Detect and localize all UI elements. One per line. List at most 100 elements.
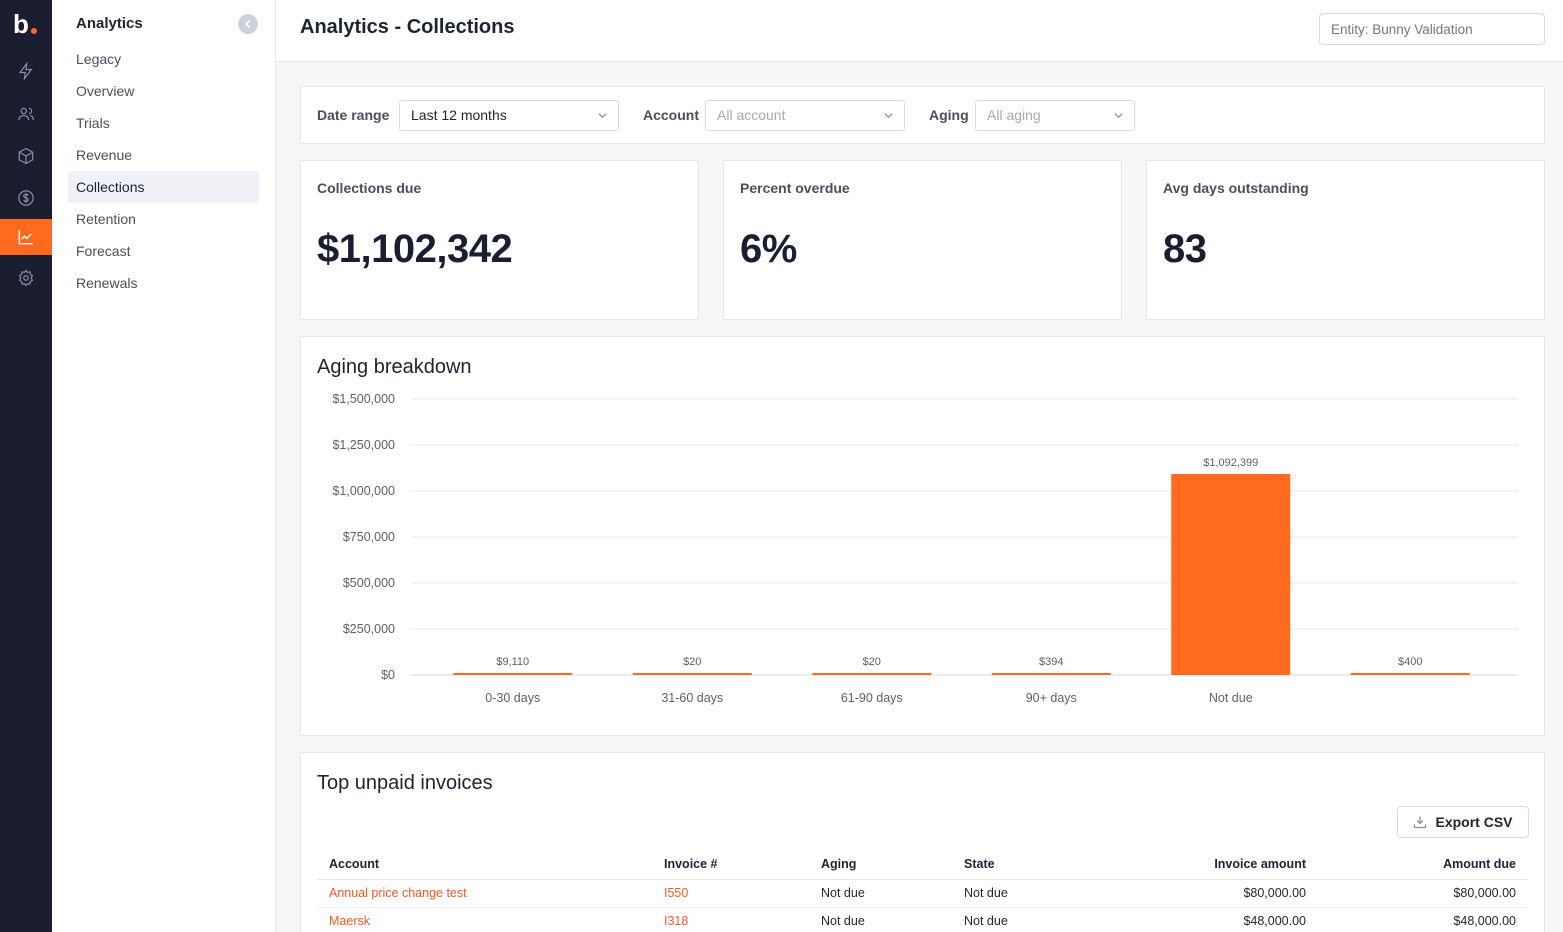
top-unpaid-invoices-card: Top unpaid invoices Export CSV Account I… — [300, 752, 1545, 932]
amount-due-cell: $48,000.00 — [1318, 907, 1528, 932]
filters-bar: Date range Last 12 months Account All ac… — [300, 86, 1545, 144]
data-label: $9,110 — [496, 656, 529, 668]
kpi-avg-days-outstanding: Avg days outstanding 83 — [1146, 160, 1545, 320]
settings-icon[interactable] — [0, 260, 52, 296]
x-tick-label: 0-30 days — [485, 691, 540, 705]
sidebar-item-legacy[interactable]: Legacy — [76, 51, 122, 67]
export-csv-label: Export CSV — [1435, 814, 1513, 830]
account-placeholder: All account — [717, 107, 786, 123]
amount-due-cell: $80,000.00 — [1318, 879, 1528, 908]
y-tick-label: $0 — [381, 668, 395, 682]
data-label: $20 — [863, 656, 881, 668]
kpi-label: Collections due — [317, 180, 422, 196]
account-link[interactable]: Annual price change test — [329, 886, 467, 900]
kpi-percent-overdue: Percent overdue 6% — [723, 160, 1122, 320]
sidebar-item-collections[interactable]: Collections — [68, 171, 259, 203]
box-icon[interactable] — [0, 138, 52, 174]
aging-breakdown-card: Aging breakdown $0 $250,000 $500,000 $750,0… — [300, 336, 1545, 736]
main-content: Analytics - Collections Date range Last … — [276, 0, 1563, 932]
state-cell: Not due — [952, 879, 1112, 908]
chevron-down-icon — [1114, 113, 1123, 119]
sidebar-item-revenue[interactable]: Revenue — [76, 147, 133, 163]
x-tick-label: 31-60 days — [661, 691, 723, 705]
aging-breakdown-chart: $0 $250,000 $500,000 $750,000 $1,000,000 $1,2… — [332, 392, 1518, 705]
kpi-value: 6% — [740, 227, 797, 271]
y-tick-label: $1,000,000 — [332, 484, 395, 498]
aging-placeholder: All aging — [987, 107, 1041, 123]
aging-select[interactable]: All aging — [975, 100, 1135, 131]
kpi-value: $1,102,342 — [317, 227, 513, 271]
invoice-link[interactable]: I550 — [664, 886, 689, 900]
data-label: $1,092,399 — [1203, 457, 1258, 469]
data-label: $400 — [1398, 656, 1422, 668]
svg-text:b: b — [13, 10, 29, 38]
table-title: Top unpaid invoices — [317, 772, 493, 794]
x-tick-label: 90+ days — [1026, 691, 1077, 705]
state-cell: Not due — [952, 907, 1112, 932]
download-icon — [1414, 816, 1427, 829]
chevron-down-icon — [598, 113, 607, 119]
sidebar-item-retention[interactable]: Retention — [76, 211, 136, 227]
bar — [453, 673, 573, 675]
kpi-value: 83 — [1163, 227, 1207, 271]
sidebar-item-renewals[interactable]: Renewals — [76, 275, 138, 291]
bar — [1350, 673, 1470, 675]
aging-label: Aging — [929, 107, 969, 123]
date-range-label: Date range — [317, 107, 390, 123]
entity-input[interactable] — [1319, 13, 1545, 45]
y-tick-label: $500,000 — [343, 576, 395, 590]
chart-title: Aging breakdown — [317, 356, 472, 378]
date-range-value: Last 12 months — [411, 107, 507, 123]
invoice-amount-cell: $48,000.00 — [1112, 907, 1318, 932]
y-tick-label: $750,000 — [343, 530, 395, 544]
y-tick-label: $1,250,000 — [332, 438, 395, 452]
users-icon[interactable] — [0, 96, 52, 132]
date-range-select[interactable]: Last 12 months — [399, 100, 619, 131]
account-link[interactable]: Maersk — [329, 914, 370, 928]
aging-cell: Not due — [809, 907, 952, 932]
bunny-logo[interactable]: b — [13, 10, 41, 38]
data-label: $394 — [1039, 656, 1063, 668]
kpi-label: Percent overdue — [740, 180, 850, 196]
bolt-icon[interactable] — [0, 53, 52, 89]
aging-cell: Not due — [809, 879, 952, 908]
column-header-state[interactable]: State — [952, 849, 1112, 880]
collapse-sidebar-button[interactable] — [238, 14, 258, 34]
x-tick-label: 61-90 days — [841, 691, 903, 705]
dollar-icon[interactable] — [0, 180, 52, 216]
analytics-sidebar: Analytics Legacy Overview Trials Revenue… — [52, 0, 276, 932]
y-tick-label: $1,500,000 — [332, 392, 395, 406]
invoices-table: Account Invoice # Aging State Invoice am… — [317, 849, 1528, 932]
sidebar-item-forecast[interactable]: Forecast — [76, 243, 131, 259]
column-header-invoice-amount[interactable]: Invoice amount — [1112, 849, 1318, 880]
column-header-invoice[interactable]: Invoice # — [652, 849, 809, 880]
table-header-row: Account Invoice # Aging State Invoice am… — [317, 849, 1528, 880]
data-label: $20 — [683, 656, 701, 668]
x-tick-label: Not due — [1209, 691, 1253, 705]
table-row: Maersk I318 Not due Not due $48,000.00 $… — [317, 907, 1528, 932]
chevron-down-icon — [884, 113, 893, 119]
sidebar-item-trials[interactable]: Trials — [76, 115, 110, 131]
chart-icon[interactable] — [0, 219, 52, 255]
account-label: Account — [643, 107, 699, 123]
kpi-collections-due: Collections due $1,102,342 — [300, 160, 699, 320]
export-csv-button[interactable]: Export CSV — [1397, 806, 1529, 838]
bar — [991, 673, 1111, 675]
invoice-link[interactable]: I318 — [664, 914, 689, 928]
chevron-left-icon — [244, 19, 251, 29]
sidebar-title: Analytics — [76, 15, 143, 32]
y-tick-label: $250,000 — [343, 622, 395, 636]
bar — [1171, 473, 1291, 675]
page-title: Analytics - Collections — [300, 16, 515, 38]
top-bar: Analytics - Collections — [276, 0, 1563, 62]
column-header-account[interactable]: Account — [317, 849, 652, 880]
icon-rail: b — [0, 0, 52, 932]
kpi-label: Avg days outstanding — [1163, 180, 1309, 196]
invoice-amount-cell: $80,000.00 — [1112, 879, 1318, 908]
bar — [812, 673, 932, 675]
column-header-aging[interactable]: Aging — [809, 849, 952, 880]
table-row: Annual price change test I550 Not due No… — [317, 879, 1528, 908]
sidebar-item-overview[interactable]: Overview — [76, 83, 135, 99]
account-select[interactable]: All account — [705, 100, 905, 131]
column-header-amount-due[interactable]: Amount due — [1318, 849, 1528, 880]
